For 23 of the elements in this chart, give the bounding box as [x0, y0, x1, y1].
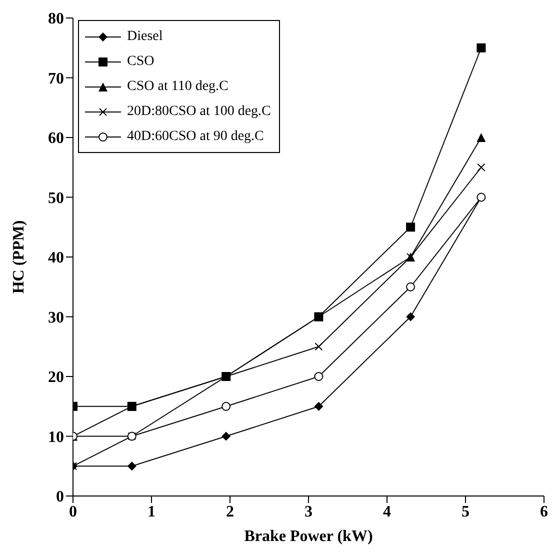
x-tick-label: 1: [148, 503, 156, 520]
y-tick-label: 30: [48, 309, 64, 326]
y-tick-label: 70: [48, 70, 64, 88]
x-tick-label: 0: [69, 503, 77, 520]
y-tick-label: 80: [48, 10, 64, 28]
y-tick-label: 10: [48, 428, 64, 446]
x-axis-title: Brake Power (kW): [244, 528, 373, 545]
x-tick-label: 6: [540, 503, 548, 520]
legend-label: 20D:80CSO at 100 deg.C: [127, 104, 271, 120]
legend-label: CSO: [127, 54, 154, 70]
legend-label: 40D:60CSO at 90 deg.C: [127, 128, 264, 144]
y-axis-title: HC (PPM): [10, 220, 28, 294]
y-tick-label: 40: [48, 250, 64, 267]
legend-label: CSO at 110 deg.C: [127, 78, 228, 94]
x-tick-label: 5: [462, 503, 470, 520]
y-tick-label: 50: [48, 190, 64, 207]
legend-label: Diesel: [127, 28, 163, 44]
y-tick-label: 60: [48, 130, 64, 148]
x-tick-label: 2: [226, 503, 234, 520]
x-tick-label: 3: [304, 503, 312, 520]
y-tick-label: 0: [56, 488, 64, 506]
x-tick-label: 4: [383, 503, 391, 520]
y-tick-label: 20: [48, 369, 64, 386]
